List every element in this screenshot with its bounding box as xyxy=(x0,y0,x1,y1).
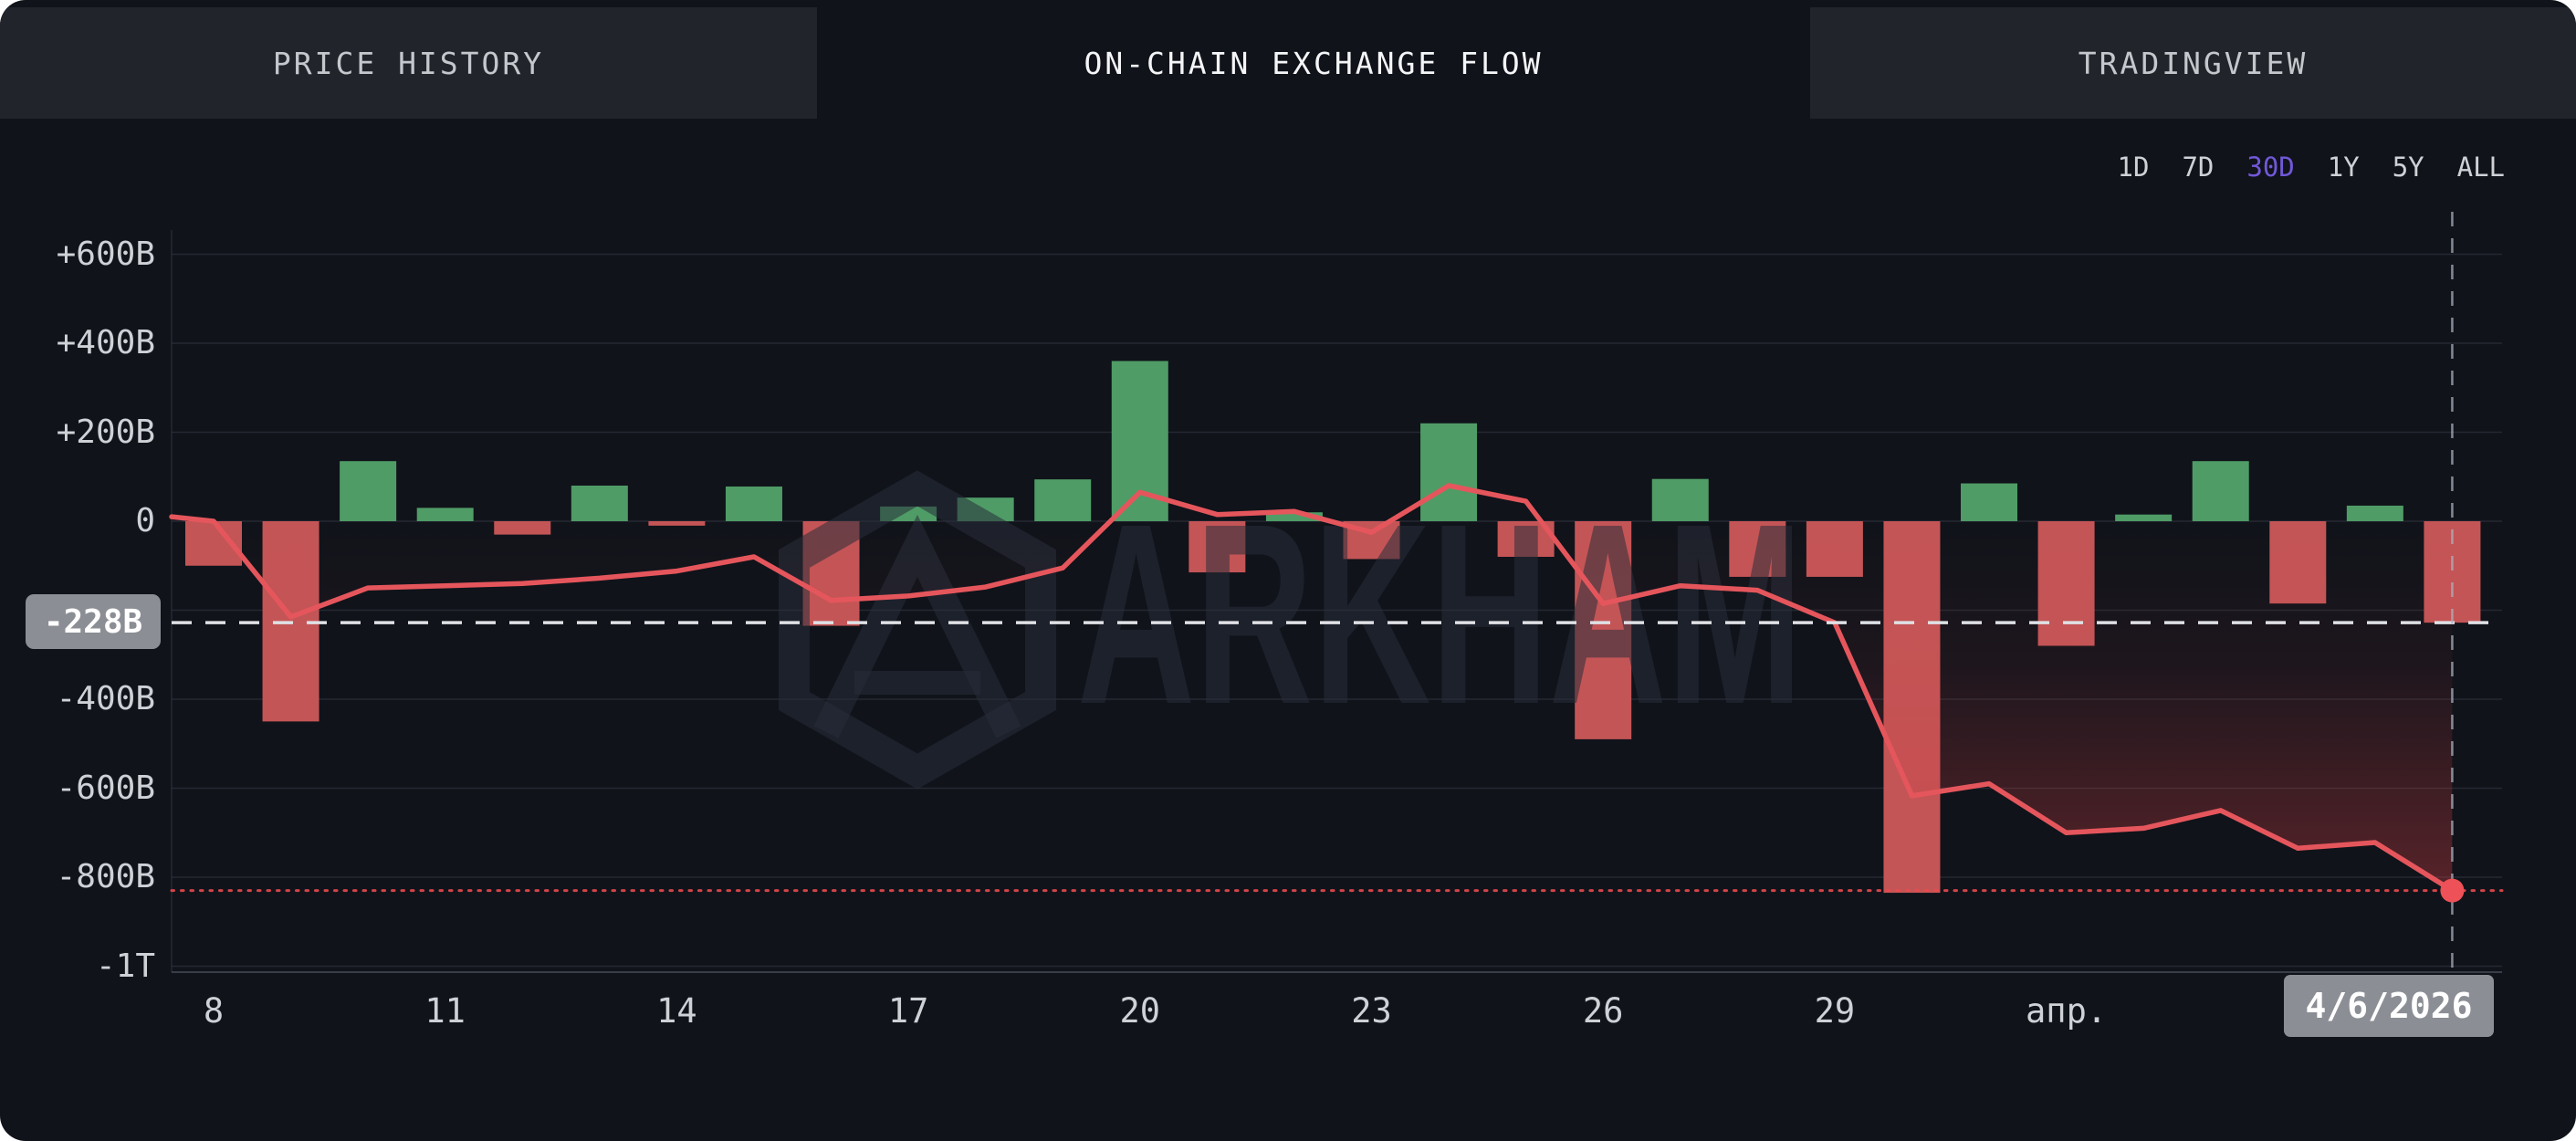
timerange-option-7d[interactable]: 7D xyxy=(2182,152,2215,183)
tab-bar: PRICE HISTORY ON-CHAIN EXCHANGE FLOW TRA… xyxy=(0,7,2576,119)
timerange-selector: 1D 7D 30D 1Y 5Y ALL xyxy=(2118,152,2505,183)
inflow-bar[interactable] xyxy=(1651,478,1709,521)
outflow-bar[interactable] xyxy=(1189,521,1246,573)
timerange-option-all[interactable]: ALL xyxy=(2456,152,2505,183)
inflow-bar[interactable] xyxy=(571,486,628,521)
inflow-bar[interactable] xyxy=(725,486,782,521)
timerange-option-30d[interactable]: 30D xyxy=(2246,152,2295,183)
line-area-fill xyxy=(172,486,2453,891)
inflow-bar[interactable] xyxy=(1961,483,2018,521)
inflow-bar[interactable] xyxy=(2346,505,2403,521)
line-end-dot[interactable] xyxy=(2440,878,2465,903)
tab-on-chain-exchange-flow[interactable]: ON-CHAIN EXCHANGE FLOW xyxy=(1084,45,1544,81)
tab-price-history[interactable]: PRICE HISTORY xyxy=(0,7,817,119)
timerange-option-1d[interactable]: 1D xyxy=(2117,152,2150,183)
inflow-bar[interactable] xyxy=(416,508,474,521)
inflow-bar[interactable] xyxy=(1034,479,1092,521)
inflow-bar[interactable] xyxy=(2192,461,2249,521)
inflow-bar[interactable] xyxy=(340,461,397,521)
timerange-option-1y[interactable]: 1Y xyxy=(2327,152,2360,183)
timerange-option-5y[interactable]: 5Y xyxy=(2392,152,2424,183)
flow-line[interactable] xyxy=(169,483,2456,894)
tab-tradingview[interactable]: TRADINGVIEW xyxy=(1810,7,2576,119)
inflow-bar[interactable] xyxy=(2115,514,2173,521)
